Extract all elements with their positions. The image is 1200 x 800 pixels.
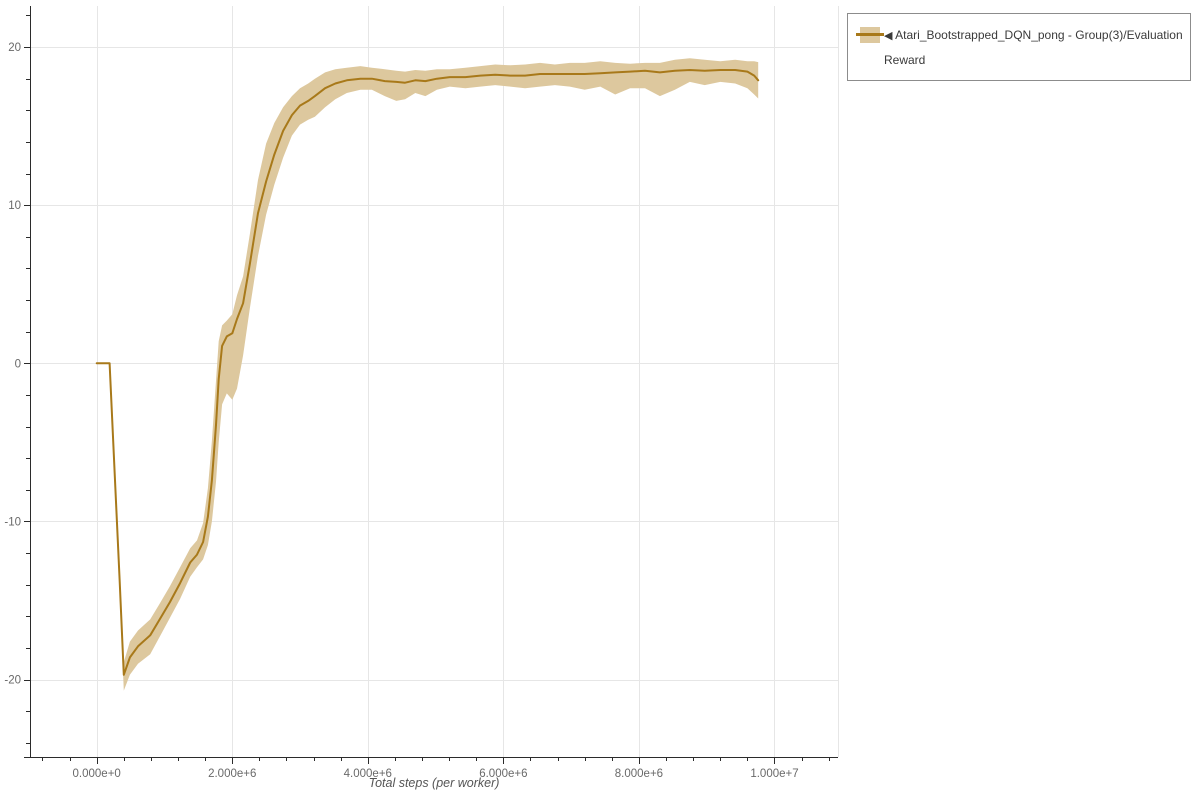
legend-label: Atari_Bootstrapped_DQN_pong - Group(3)/E… (884, 28, 1183, 67)
x-tick-label: 1.000e+7 (750, 768, 798, 780)
y-tick-label: 20 (8, 42, 21, 54)
y-tick-label: 10 (8, 200, 21, 212)
x-tick-label: 8.000e+6 (615, 768, 663, 780)
y-tick-label: 0 (15, 358, 21, 370)
series-line-swatch (856, 33, 884, 36)
x-tick-label: 6.000e+6 (479, 768, 527, 780)
x-tick-label: 4.000e+6 (344, 768, 392, 780)
series-swatch-icon (856, 27, 884, 43)
series-uncertainty-band (96, 58, 759, 691)
legend: ◀ Atari_Bootstrapped_DQN_pong - Group(3)… (847, 13, 1191, 81)
y-tick-label: -20 (4, 675, 21, 687)
series-mean-line (95, 69, 760, 676)
x-tick-label: 2.000e+6 (208, 768, 256, 780)
collapse-triangle-icon: ◀ (884, 30, 893, 42)
y-tick-label: -10 (4, 516, 21, 528)
x-tick-label: 0.000e+0 (73, 768, 121, 780)
legend-item-evaluation-reward[interactable]: ◀ Atari_Bootstrapped_DQN_pong - Group(3)… (848, 14, 1190, 80)
x-axis-title: Total steps (per worker) (368, 776, 500, 790)
